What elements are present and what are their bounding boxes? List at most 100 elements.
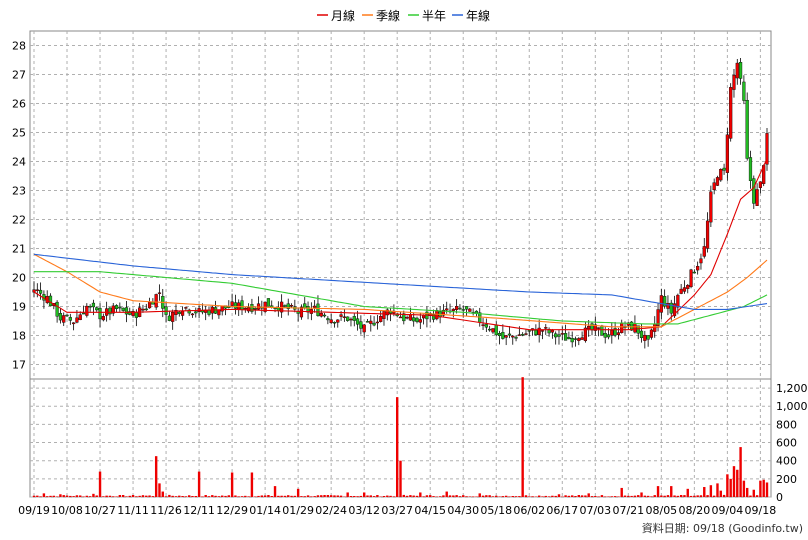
volume-bar (670, 486, 673, 497)
volume-bar (679, 495, 683, 497)
candle-up (289, 305, 294, 307)
candle-up (385, 309, 389, 316)
candle-up (583, 327, 588, 342)
candle-up (597, 327, 601, 329)
candle-up (190, 313, 195, 316)
volume-bar (551, 495, 554, 497)
volume-tick-label: 600 (776, 437, 797, 450)
volume-bar (412, 495, 415, 497)
volume-bar (158, 483, 161, 497)
volume-bar (336, 495, 339, 497)
candle-down (58, 313, 63, 321)
volume-bar (504, 495, 508, 497)
candle-up (649, 329, 654, 338)
volume-bar (458, 496, 462, 497)
volume-bar (267, 495, 270, 497)
candle-up (369, 320, 373, 324)
volume-bar (303, 496, 306, 497)
candle-down (573, 338, 578, 340)
price-tick-label: 22 (12, 214, 26, 227)
volume-bar (544, 495, 547, 497)
candle-down (567, 337, 571, 340)
volume-tick-label: 400 (776, 455, 797, 468)
candle-down (114, 305, 119, 310)
candle-up (62, 315, 66, 323)
volume-bar (306, 495, 310, 497)
candle-down (742, 81, 746, 101)
legend-label-half: 半年 (422, 9, 446, 23)
volume-bar (666, 495, 670, 497)
volume-bar (508, 496, 511, 497)
volume-bar (290, 495, 293, 497)
candle-up (101, 316, 105, 321)
candle-down (134, 312, 138, 318)
candle-up (719, 169, 723, 181)
volume-bar (369, 495, 372, 497)
candle-down (464, 306, 469, 310)
volume-bar (333, 495, 336, 497)
volume-bar (346, 492, 349, 497)
volume-bar (462, 495, 465, 497)
date-tick-label: 03/27 (381, 504, 413, 517)
candle-up (313, 305, 317, 308)
volume-bar (92, 493, 95, 497)
candle-up (504, 335, 508, 338)
candle-up (336, 319, 340, 323)
ma-month-line (33, 158, 768, 331)
volume-bar (161, 491, 164, 497)
volume-bar (154, 456, 158, 497)
volume-bar (518, 496, 521, 497)
candle-down (55, 301, 59, 317)
volume-bar (438, 496, 442, 497)
volume-bar (366, 495, 369, 497)
volume-bar (191, 496, 194, 497)
volume-tick-label: 200 (776, 473, 797, 486)
candle-up (408, 314, 413, 321)
candle-up (537, 327, 541, 336)
date-tick-label: 01/14 (249, 504, 281, 517)
candle-up (682, 287, 687, 292)
volume-bar (141, 495, 145, 497)
candle-down (402, 313, 406, 322)
candle-down (507, 333, 512, 336)
candle-down (352, 316, 356, 321)
volume-bar (171, 495, 174, 497)
date-tick-label: 01/29 (282, 504, 314, 517)
volume-bar (227, 495, 231, 497)
volume-bar (135, 496, 138, 497)
candle-up (75, 317, 79, 323)
volume-bar (376, 495, 379, 497)
volume-bar (201, 496, 204, 497)
volume-bar (653, 495, 656, 497)
candle-down (332, 321, 337, 324)
volume-bar (452, 495, 455, 497)
volume-bar (432, 496, 435, 497)
candle-down (250, 304, 254, 312)
volume-bar (693, 495, 696, 497)
price-tick-label: 25 (12, 127, 26, 140)
price-tick-label: 27 (12, 69, 26, 82)
volume-bar (310, 496, 313, 497)
volume-bar (745, 487, 749, 497)
volume-bar (564, 495, 567, 497)
volume-tick-label: 0 (776, 491, 783, 504)
volume-bar (62, 495, 65, 497)
candle-down (118, 306, 122, 309)
candle-down (266, 298, 271, 307)
volume-bar (650, 496, 653, 497)
volume-bar (749, 495, 752, 497)
volume-bar (151, 496, 155, 497)
volume-bar (587, 493, 590, 497)
volume-bar (491, 496, 495, 497)
volume-bar (178, 495, 181, 497)
candle-up (610, 329, 614, 336)
volume-bar (260, 495, 264, 497)
candle-up (758, 181, 762, 188)
candle-down (600, 325, 604, 336)
volume-bar (567, 495, 571, 497)
volume-bar (709, 485, 713, 497)
volume-bar (689, 495, 693, 497)
volume-bar (481, 495, 485, 497)
volume-bar (316, 495, 320, 497)
candle-up (230, 301, 234, 306)
